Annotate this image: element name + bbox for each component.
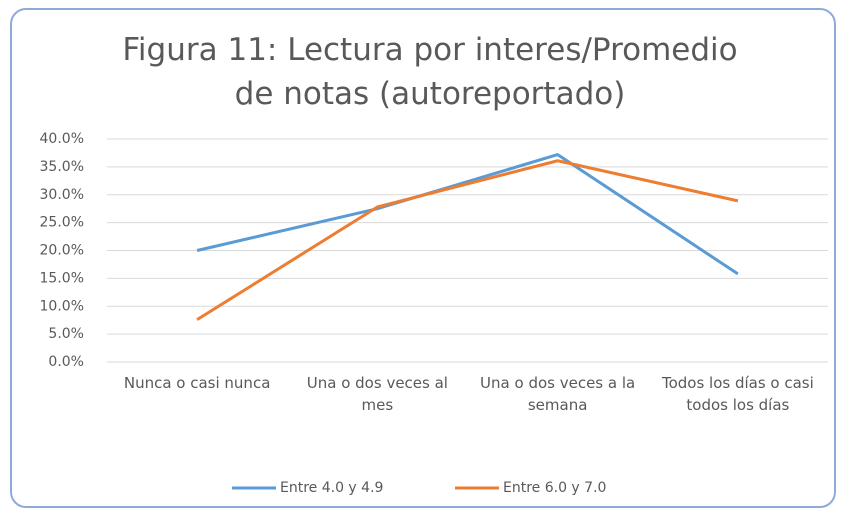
chart-title: Figura 11: Lectura por interes/Promedio …: [122, 32, 738, 112]
line-series: [196, 159, 739, 321]
y-tick-label: 10.0%: [40, 298, 84, 314]
x-tick-label: Una o dos veces al mes: [306, 374, 448, 414]
line-series: [196, 153, 739, 276]
chart-frame: [10, 8, 836, 508]
legend-label: Entre 6.0 y 7.0: [503, 480, 606, 496]
y-tick-label: 30.0%: [40, 187, 84, 203]
y-tick-label: 0.0%: [48, 354, 84, 370]
x-tick-label: Nunca o casi nunca: [123, 374, 271, 392]
y-tick-label: 20.0%: [40, 243, 84, 259]
y-tick-label: 15.0%: [40, 270, 84, 286]
y-tick-label: 40.0%: [40, 131, 84, 147]
x-tick-label: Una o dos veces a la semana: [480, 374, 636, 414]
x-tick-label: Todos los días o casi todos los días: [661, 374, 814, 414]
y-tick-label: 35.0%: [40, 159, 84, 175]
legend-label: Entre 4.0 y 4.9: [280, 480, 383, 496]
y-tick-label: 25.0%: [40, 215, 84, 231]
y-tick-label: 5.0%: [48, 326, 84, 342]
